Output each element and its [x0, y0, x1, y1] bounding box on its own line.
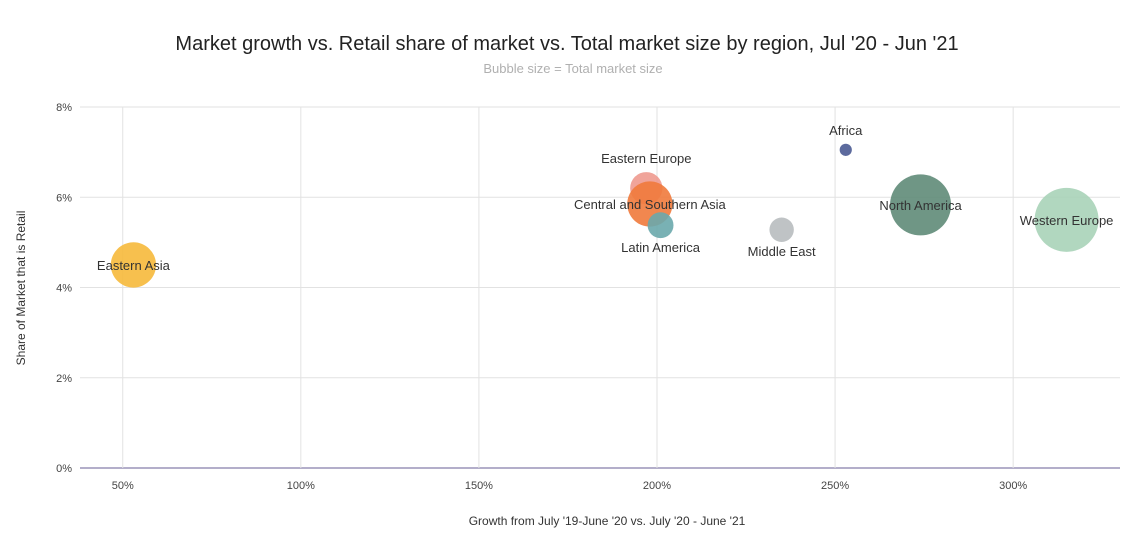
- bubble-label: Eastern Europe: [601, 151, 691, 166]
- bubble-latin-america[interactable]: [647, 212, 674, 239]
- bubbles-layer: [110, 143, 1099, 288]
- bubble-label: Latin America: [621, 240, 701, 255]
- y-tick-label: 2%: [56, 373, 72, 385]
- bubble-label: Middle East: [748, 244, 816, 259]
- y-tick-label: 6%: [56, 192, 72, 204]
- bubble-africa[interactable]: [839, 143, 852, 156]
- x-tick-label: 100%: [287, 480, 315, 492]
- x-axis-ticks: 50% 100% 150% 200% 250% 300%: [112, 480, 1028, 492]
- bubble-western-europe[interactable]: [1034, 187, 1099, 252]
- bubble-labels-layer: Eastern Asia Eastern Europe Central and So…: [97, 123, 1114, 273]
- x-tick-label: 200%: [643, 480, 671, 492]
- y-tick-label: 4%: [56, 283, 72, 295]
- y-tick-label: 8%: [56, 102, 72, 114]
- y-tick-label: 0%: [56, 463, 72, 475]
- bubble-middle-east[interactable]: [769, 217, 794, 242]
- gridlines: [80, 106, 1120, 469]
- bubble-label: Eastern Asia: [97, 258, 171, 273]
- chart-subtitle: Bubble size = Total market size: [483, 61, 662, 76]
- bubble-label: Western Europe: [1020, 213, 1114, 228]
- bubble-north-america[interactable]: [890, 174, 952, 236]
- bubble-eastern-asia[interactable]: [110, 242, 157, 288]
- x-axis-label: Growth from July '19-June '20 vs. July '…: [469, 514, 746, 528]
- x-tick-label: 300%: [999, 480, 1027, 492]
- x-tick-label: 150%: [465, 480, 493, 492]
- bubble-label: Africa: [829, 123, 863, 138]
- x-tick-label: 50%: [112, 480, 134, 492]
- y-axis-label: Share of Market that is Retail: [14, 211, 28, 366]
- y-axis-ticks: 0% 2% 4% 6% 8%: [56, 102, 72, 475]
- bubble-label: North America: [879, 198, 962, 213]
- bubble-label: Central and Southern Asia: [574, 197, 727, 212]
- chart-title: Market growth vs. Retail share of market…: [175, 33, 958, 55]
- x-tick-label: 250%: [821, 480, 849, 492]
